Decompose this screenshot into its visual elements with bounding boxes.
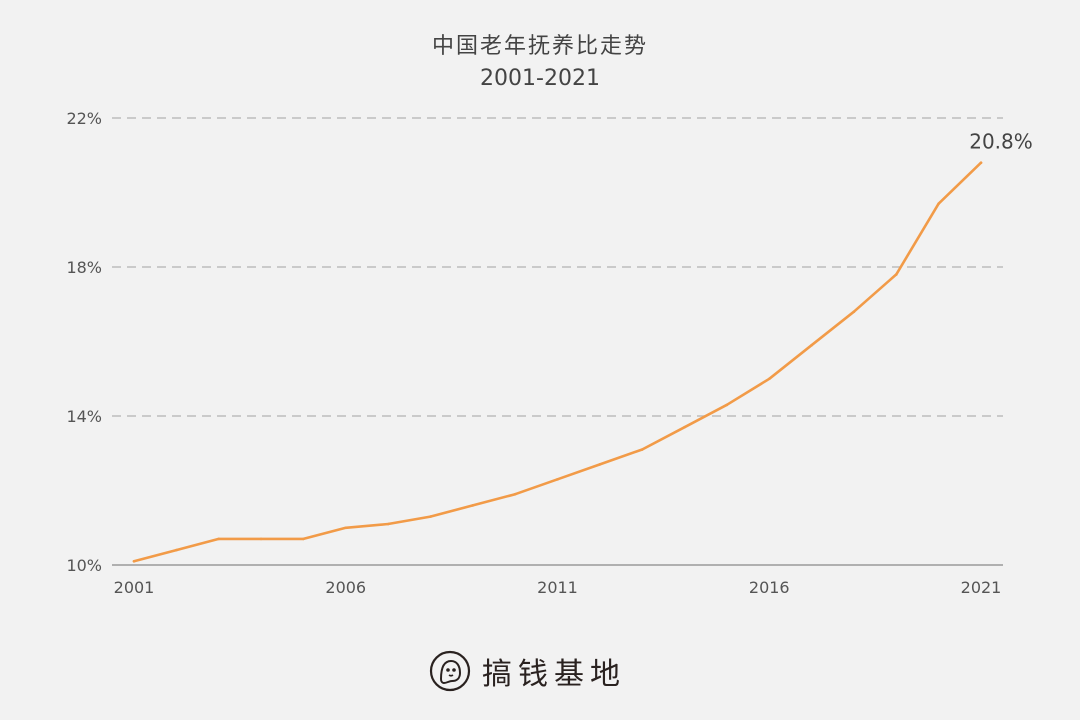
data-point: [810, 343, 813, 347]
grid-layer: [112, 117, 1003, 417]
y-tick-label: 18%: [66, 258, 102, 277]
data-point: [895, 273, 898, 276]
ghost-face-icon: [429, 650, 471, 692]
data-point: [937, 202, 940, 205]
brand-name: 搞钱基地: [482, 657, 626, 692]
label-layer: 10% 14% 18% 22% 2001 2006 2011 2016 2021 20.8%: [66, 109, 1032, 597]
data-point: [979, 161, 983, 164]
data-point: [175, 548, 178, 552]
y-tick-label: 22%: [66, 109, 102, 128]
data-point: [386, 522, 390, 526]
data-point: [556, 478, 559, 481]
data-point: [725, 403, 729, 407]
data-point: [259, 537, 263, 541]
x-tick-label: 2016: [749, 578, 790, 597]
x-tick-label: 2011: [537, 578, 578, 597]
data-point: [513, 492, 517, 496]
data-point: [429, 515, 432, 518]
data-label: 20.8%: [969, 130, 1033, 154]
data-point: [683, 425, 686, 429]
data-point: [132, 559, 136, 563]
x-tick-label: 2006: [325, 578, 366, 597]
chart-title-block: 中国老年抚养比走势 2001-2021: [0, 30, 1080, 94]
data-point: [640, 448, 644, 451]
y-tick-label: 10%: [66, 556, 102, 575]
data-point: [767, 377, 771, 381]
series-layer: [132, 161, 983, 563]
data-point: [852, 310, 856, 314]
x-tick-label: 2001: [114, 578, 155, 597]
data-point: [344, 526, 348, 530]
y-tick-label: 14%: [66, 407, 102, 426]
chart-subtitle: 2001-2021: [480, 66, 600, 91]
data-point: [217, 537, 220, 541]
data-point: [471, 504, 475, 507]
series-line-0: [132, 161, 983, 563]
data-point: [302, 537, 305, 541]
brand-logo: 搞钱基地: [428, 647, 626, 695]
data-point: [598, 463, 602, 466]
x-tick-label: 2021: [961, 578, 1002, 597]
chart-title: 中国老年抚养比走势: [431, 34, 648, 59]
